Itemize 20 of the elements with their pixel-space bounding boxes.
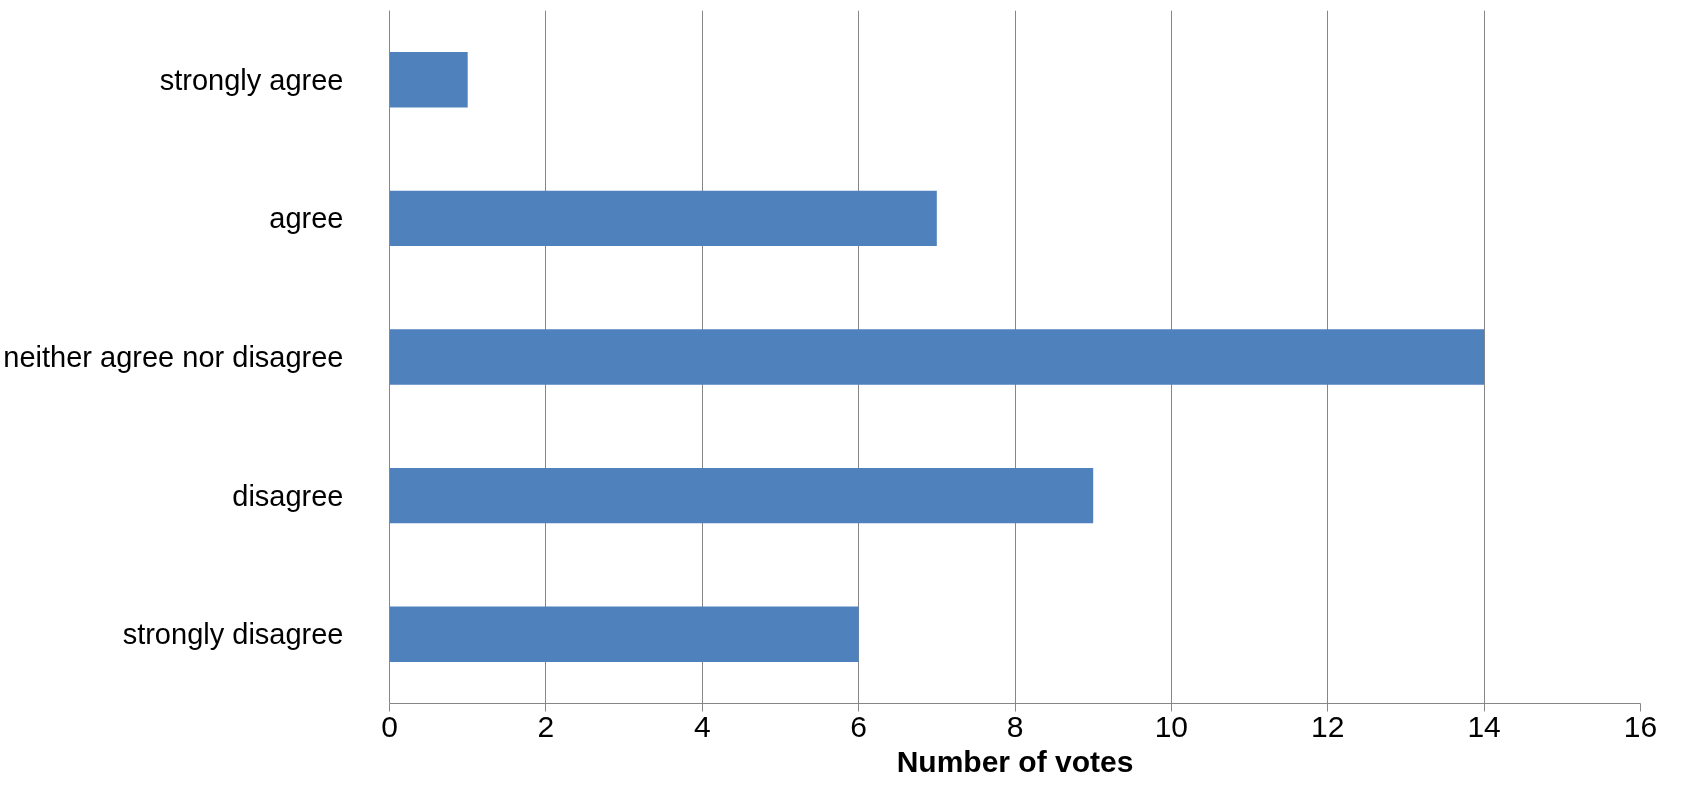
x-tick-label: 0 [381,709,398,743]
x-tick-label: 10 [1154,709,1189,743]
y-tick-label: disagree [232,479,344,512]
y-tick-label: agree [269,202,344,235]
x-tick-label: 12 [1311,709,1345,743]
y-tick-label: strongly agree [159,63,344,96]
y-tick-label: strongly disagree [122,618,344,651]
x-tick-label: 14 [1467,709,1501,743]
bar [389,467,1094,524]
x-tick-label: 16 [1623,709,1658,743]
x-axis-title: Number of votes [896,744,1134,778]
x-tick-label: 6 [850,709,867,743]
bar [389,606,859,662]
x-tick-label: 8 [1006,709,1024,743]
bar [389,52,468,108]
bar [389,190,937,247]
x-tick-label: 4 [693,709,711,743]
bar [389,329,1485,385]
x-tick-label: 2 [537,709,555,743]
y-tick-label: neither agree nor disagree [3,341,344,373]
